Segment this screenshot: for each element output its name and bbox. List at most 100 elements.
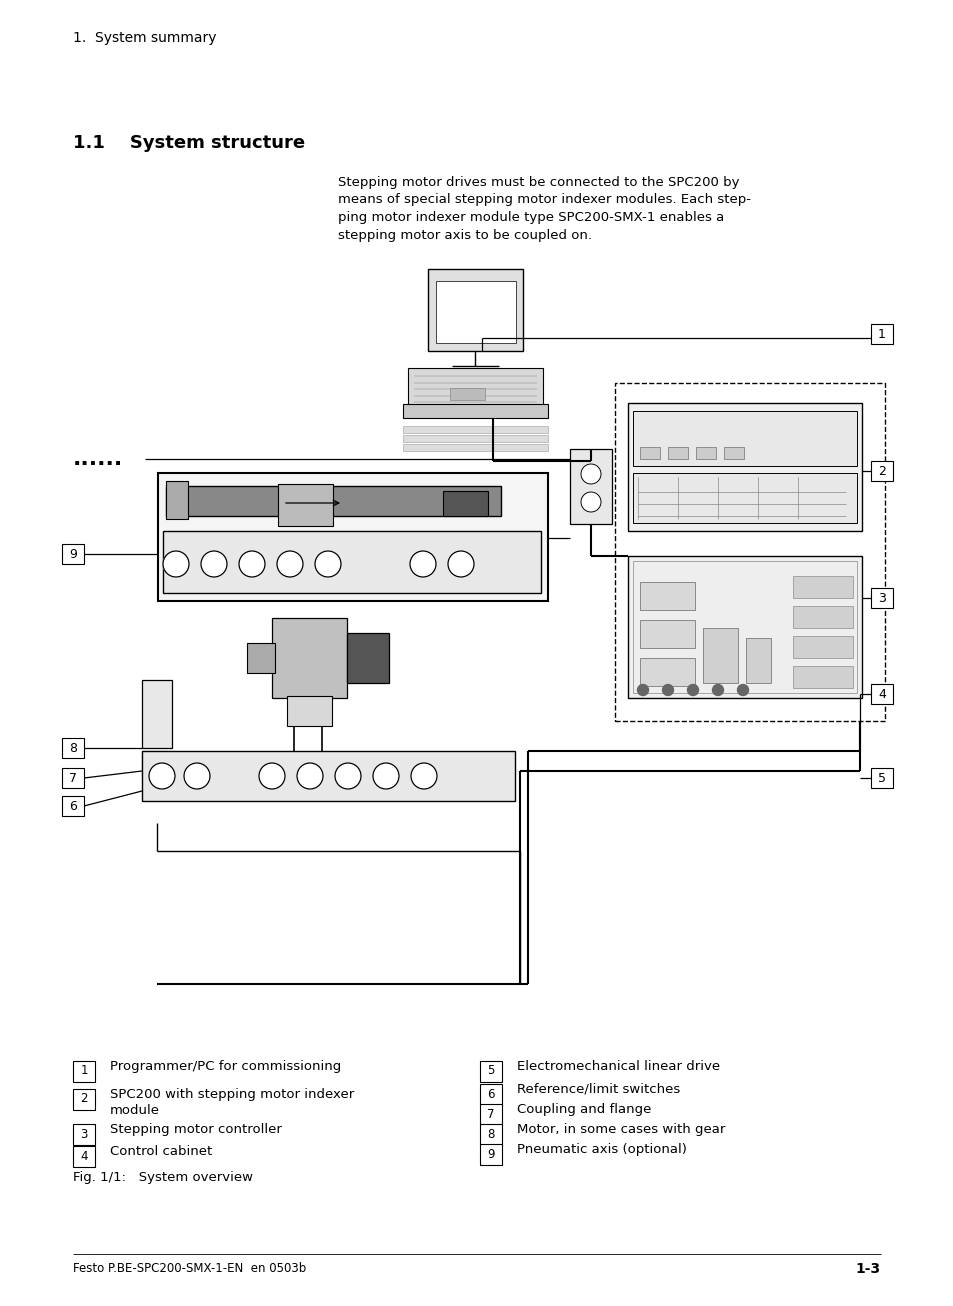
- Bar: [73, 1060, 95, 1081]
- Bar: [142, 751, 515, 801]
- Circle shape: [239, 551, 265, 577]
- Text: 4: 4: [80, 1149, 88, 1162]
- Text: Stepping motor controller: Stepping motor controller: [110, 1123, 281, 1136]
- Bar: [627, 556, 862, 697]
- Circle shape: [637, 684, 648, 696]
- Circle shape: [201, 551, 227, 577]
- Bar: [142, 680, 172, 748]
- Bar: [639, 658, 695, 686]
- Bar: [792, 636, 852, 658]
- Text: Programmer/PC for commissioning: Programmer/PC for commissioning: [110, 1060, 341, 1074]
- Bar: [142, 776, 172, 784]
- Bar: [436, 281, 516, 343]
- Bar: [479, 1123, 501, 1144]
- Text: Motor, in some cases with gear: Motor, in some cases with gear: [517, 1123, 724, 1136]
- Bar: [402, 426, 547, 434]
- Bar: [639, 447, 659, 458]
- Bar: [569, 449, 612, 524]
- Circle shape: [661, 684, 673, 696]
- Text: 1: 1: [877, 328, 885, 341]
- Circle shape: [712, 684, 722, 696]
- Text: SPC200 with stepping motor indexer
module: SPC200 with stepping motor indexer modul…: [110, 1088, 354, 1118]
- Text: 8: 8: [487, 1127, 495, 1140]
- Circle shape: [373, 763, 398, 789]
- Bar: [479, 1084, 501, 1105]
- Bar: [723, 447, 743, 458]
- Circle shape: [314, 551, 340, 577]
- Bar: [702, 628, 738, 683]
- Bar: [277, 485, 333, 526]
- Text: Pneumatic axis (optional): Pneumatic axis (optional): [517, 1143, 686, 1156]
- Text: Coupling and flange: Coupling and flange: [517, 1104, 651, 1117]
- Text: 1.  System summary: 1. System summary: [73, 31, 216, 44]
- Text: 8: 8: [69, 742, 77, 755]
- Text: 5: 5: [487, 1064, 495, 1077]
- Text: Festo P.BE-SPC200-SMX-1-EN  en 0503b: Festo P.BE-SPC200-SMX-1-EN en 0503b: [73, 1262, 306, 1275]
- Circle shape: [580, 464, 600, 485]
- Bar: [62, 795, 84, 816]
- Bar: [633, 562, 856, 693]
- Bar: [639, 582, 695, 610]
- Text: 4: 4: [877, 687, 885, 700]
- Text: 6: 6: [69, 799, 77, 812]
- Text: 6: 6: [487, 1088, 495, 1101]
- Bar: [627, 404, 862, 532]
- Circle shape: [448, 551, 474, 577]
- Bar: [62, 738, 84, 757]
- Circle shape: [410, 551, 436, 577]
- Bar: [696, 447, 716, 458]
- Bar: [402, 404, 547, 418]
- Bar: [442, 491, 488, 516]
- Circle shape: [149, 763, 174, 789]
- Text: 1.1    System structure: 1.1 System structure: [73, 135, 305, 151]
- Bar: [639, 620, 695, 648]
- Bar: [479, 1104, 501, 1124]
- Bar: [62, 545, 84, 564]
- Bar: [745, 639, 770, 683]
- Bar: [402, 444, 547, 451]
- Circle shape: [335, 763, 360, 789]
- Text: ......: ......: [73, 449, 123, 469]
- Circle shape: [580, 492, 600, 512]
- Bar: [633, 473, 856, 522]
- Text: Reference/limit switches: Reference/limit switches: [517, 1083, 679, 1096]
- Bar: [166, 481, 188, 518]
- Circle shape: [258, 763, 285, 789]
- Bar: [408, 368, 542, 406]
- Text: 1: 1: [80, 1064, 88, 1077]
- Bar: [870, 588, 892, 609]
- Bar: [247, 643, 274, 673]
- Bar: [272, 618, 347, 697]
- Bar: [73, 1145, 95, 1166]
- Bar: [347, 633, 389, 683]
- Bar: [792, 606, 852, 628]
- Bar: [158, 473, 547, 601]
- Bar: [73, 1123, 95, 1144]
- Bar: [479, 1144, 501, 1165]
- Circle shape: [184, 763, 210, 789]
- Bar: [62, 768, 84, 788]
- Bar: [73, 1088, 95, 1110]
- Text: Fig. 1/1:   System overview: Fig. 1/1: System overview: [73, 1171, 253, 1185]
- Bar: [633, 411, 856, 466]
- Bar: [792, 666, 852, 688]
- Bar: [450, 388, 484, 400]
- Circle shape: [163, 551, 189, 577]
- Bar: [667, 447, 687, 458]
- Text: 9: 9: [487, 1148, 495, 1161]
- Bar: [163, 532, 540, 593]
- Circle shape: [687, 684, 698, 696]
- Text: 9: 9: [69, 547, 77, 560]
- Bar: [166, 486, 500, 516]
- Bar: [428, 269, 522, 351]
- Text: 3: 3: [80, 1127, 88, 1140]
- Text: 1-3: 1-3: [855, 1262, 880, 1276]
- Bar: [402, 435, 547, 441]
- Circle shape: [296, 763, 323, 789]
- Bar: [870, 324, 892, 343]
- Bar: [142, 751, 172, 776]
- Bar: [870, 768, 892, 788]
- Bar: [870, 684, 892, 704]
- Text: 3: 3: [877, 592, 885, 605]
- Text: 7: 7: [69, 772, 77, 785]
